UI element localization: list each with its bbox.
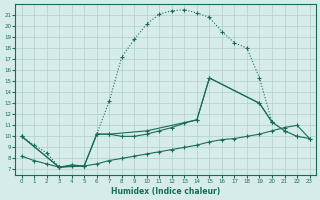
X-axis label: Humidex (Indice chaleur): Humidex (Indice chaleur): [111, 187, 220, 196]
